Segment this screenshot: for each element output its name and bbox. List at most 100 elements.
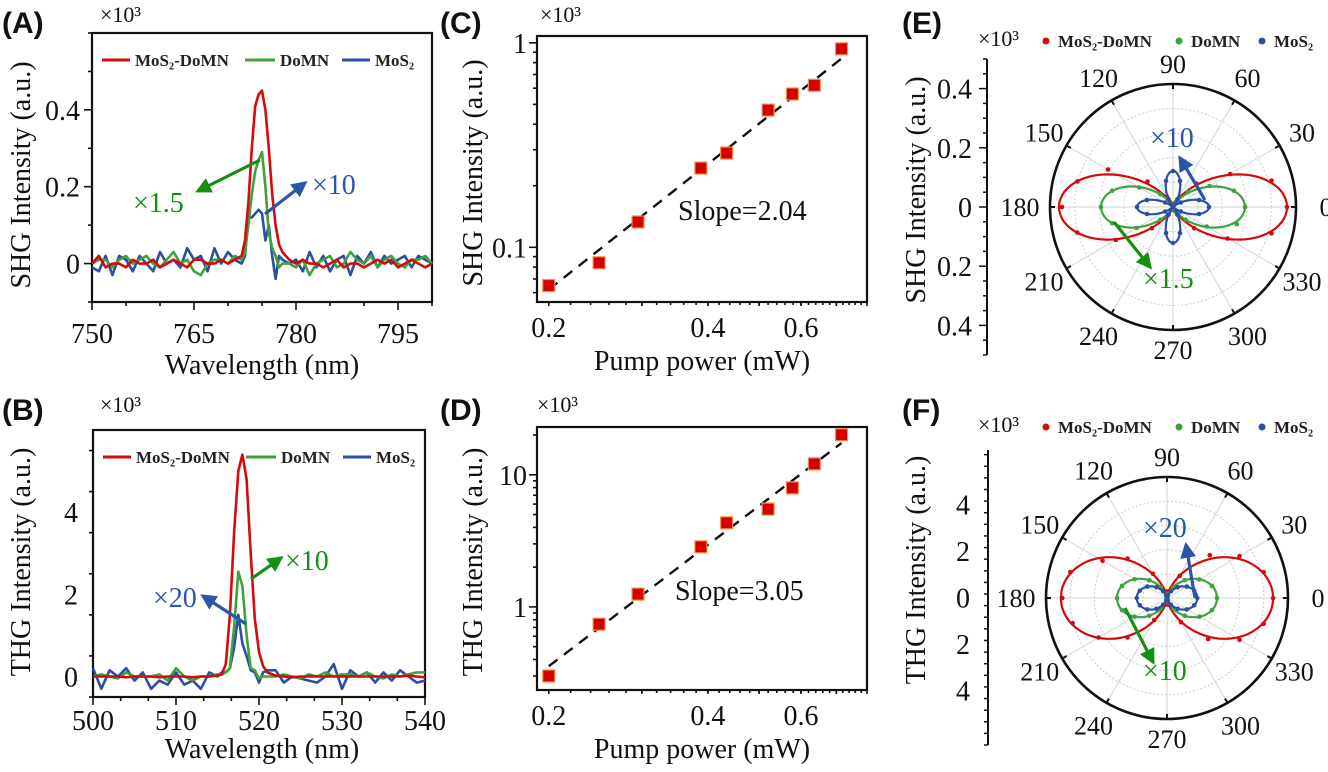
panel-label: (B)	[2, 394, 44, 427]
data-point	[1237, 637, 1242, 643]
legend-label: DoMN	[280, 51, 330, 70]
y-tick-label: 4	[64, 498, 78, 529]
legend-label: MoS₂	[1274, 32, 1313, 51]
data-point	[1196, 211, 1202, 217]
grid-spoke	[1061, 537, 1168, 599]
axis-multiplier: ×10³	[100, 2, 141, 27]
y-tick-label: 1	[513, 593, 527, 624]
axis-multiplier: ×10³	[978, 26, 1019, 51]
legend-label: DoMN	[1191, 418, 1241, 437]
data-point	[1177, 178, 1183, 184]
x-axis-label: Wavelength (nm)	[165, 734, 359, 765]
data-point	[1196, 197, 1202, 203]
data-point	[1184, 607, 1190, 612]
annotation-arrow	[1112, 221, 1152, 270]
data-point	[592, 256, 606, 270]
angle-label: 90	[1160, 50, 1186, 79]
annotation-label: ×20	[153, 583, 197, 614]
data-point	[1175, 212, 1180, 218]
data-point	[694, 161, 708, 175]
data-point	[807, 457, 821, 471]
angle-label: 180	[1001, 193, 1040, 222]
grid-spoke	[1172, 100, 1235, 208]
legend-label: MoS₂	[376, 448, 415, 467]
radial-axis	[979, 58, 988, 356]
angle-label: 0	[1312, 584, 1325, 613]
panel-label: (A)	[2, 7, 44, 40]
radial-axis	[984, 450, 989, 746]
annotation-label: ×10	[1150, 123, 1194, 154]
data-point	[694, 540, 708, 554]
x-tick-label: 0.4	[690, 701, 725, 732]
data-point	[1284, 204, 1290, 210]
data-point	[1151, 617, 1157, 623]
data-point	[1196, 577, 1202, 582]
data-point	[1137, 588, 1143, 594]
y-tick-label: 0	[66, 250, 80, 281]
legend-marker	[1042, 423, 1050, 431]
axis-multiplier: ×10³	[540, 2, 581, 27]
data-point	[1125, 635, 1130, 640]
data-point	[1185, 189, 1191, 195]
grid-spoke	[1166, 537, 1273, 599]
radial-tick-label: 0.4	[937, 75, 972, 106]
data-point	[1178, 200, 1184, 205]
angle-label: 30	[1281, 511, 1307, 540]
angle-label: 0	[1320, 193, 1328, 222]
data-point	[1178, 209, 1184, 214]
y-axis-label: THG Intensity (a.u.)	[6, 448, 37, 677]
data-point	[1145, 179, 1150, 184]
y-tick-label: 0.2	[45, 173, 80, 204]
radial-tick-label: 0.2	[937, 252, 972, 283]
angle-label: 210	[1024, 268, 1063, 297]
panel-label: (D)	[440, 394, 482, 427]
legend-label: MoS₂-DoMN	[1058, 418, 1153, 437]
x-tick-label: 540	[404, 706, 446, 737]
angle-label: 150	[1020, 511, 1059, 540]
data-point	[542, 669, 556, 683]
series-line-mos2-domn	[91, 89, 433, 269]
y-axis-label: THG Intensity (a.u.)	[901, 456, 932, 685]
data-point	[1177, 230, 1183, 236]
axis-ticks	[84, 32, 433, 310]
angle-label: 330	[1283, 268, 1322, 297]
angle-label: 90	[1154, 443, 1180, 472]
data-point	[1170, 240, 1176, 246]
annotation-label: ×1.5	[133, 188, 184, 219]
data-point	[1154, 585, 1159, 590]
radial-tick-label: 0	[956, 584, 970, 615]
data-point	[1068, 569, 1073, 575]
radial-tick-label: 0.2	[937, 134, 972, 165]
data-point	[1206, 204, 1212, 210]
y-tick-label: 0.1	[492, 233, 527, 264]
x-tick-label: 0.2	[531, 701, 566, 732]
data-point	[631, 215, 645, 229]
x-tick-label: 530	[321, 706, 363, 737]
data-point	[1075, 179, 1080, 184]
data-point	[1170, 204, 1176, 210]
annotation-arrow	[264, 181, 308, 216]
annotation-arrow	[200, 594, 247, 626]
data-point	[1157, 191, 1163, 197]
y-tick-label: 2	[64, 580, 78, 611]
data-point	[1144, 607, 1150, 612]
annotation-label: ×10	[285, 546, 329, 577]
annotation-arrow	[1123, 607, 1155, 665]
legend-label: MoS₂-DoMN	[1058, 32, 1153, 51]
data-point	[1165, 597, 1170, 603]
panel-label: (C)	[440, 7, 482, 40]
y-tick-label: 1	[513, 29, 527, 60]
legend-marker	[1258, 423, 1266, 431]
data-point	[1163, 230, 1169, 236]
angle-label: 60	[1228, 457, 1254, 486]
annotation-label: ×10	[1143, 656, 1187, 687]
annotation-label: ×20	[1143, 513, 1187, 544]
y-axis-label: SHG Intensity (a.u.)	[6, 61, 37, 288]
data-point	[1136, 185, 1142, 190]
axis-ticks	[529, 434, 868, 694]
angle-label: 30	[1289, 119, 1315, 148]
axis-ticks	[529, 42, 868, 306]
data-point	[1170, 168, 1176, 174]
x-tick-label: 765	[173, 319, 215, 350]
